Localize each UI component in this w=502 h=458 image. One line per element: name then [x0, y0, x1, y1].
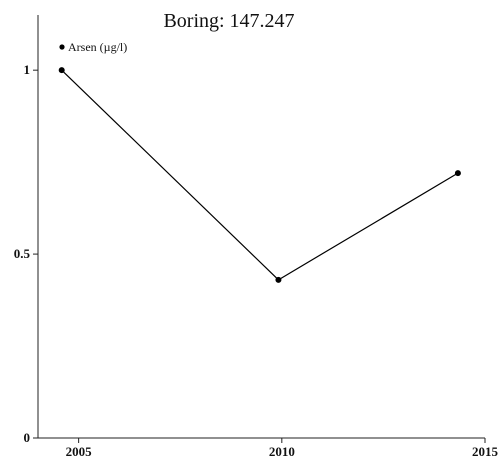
y-tick-label: 0: [24, 430, 31, 445]
data-point: [59, 67, 65, 73]
x-tick-label: 2005: [66, 444, 93, 458]
chart-title: Boring: 147.247: [163, 10, 294, 32]
y-tick-label: 1: [24, 62, 31, 77]
legend-marker: [59, 44, 64, 49]
x-tick-label: 2010: [269, 444, 295, 458]
legend-label: Arsen (µg/l): [68, 40, 127, 54]
x-tick-label: 2015: [472, 444, 499, 458]
y-tick-label: 0.5: [14, 246, 31, 261]
y-axis-ticks: 00.51: [14, 62, 38, 445]
data-point: [275, 277, 281, 283]
legend: Arsen (µg/l): [59, 40, 127, 54]
data-point: [455, 170, 461, 176]
series-line: [62, 70, 458, 280]
series-layer: [59, 67, 461, 283]
x-axis-ticks: 2005 2010 2015: [66, 438, 499, 458]
